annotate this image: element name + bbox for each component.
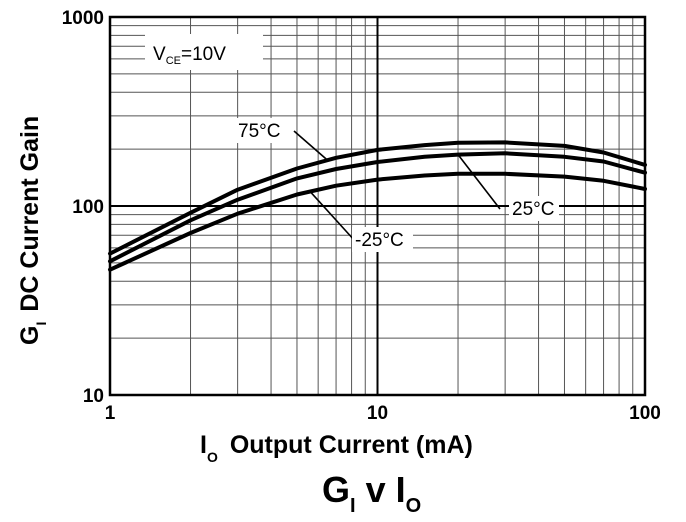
annotation-background xyxy=(235,118,285,143)
annotation-labels: 75°C 25°C -25°C xyxy=(235,118,559,252)
y-tick-label: 1000 xyxy=(62,8,104,29)
y-axis-subscript: I xyxy=(33,322,49,326)
condition-value: =10V xyxy=(181,44,226,65)
title-versus: v xyxy=(356,469,396,510)
title-symbol-g: G xyxy=(322,469,350,510)
x-tick-label: 100 xyxy=(629,403,661,424)
chart-title: GI v IO xyxy=(322,469,421,517)
x-tick-label: 1 xyxy=(105,403,116,424)
series-annotation-label: 75°C xyxy=(238,121,280,142)
series-lines xyxy=(108,140,647,272)
annotation-background xyxy=(509,196,559,221)
series-line xyxy=(108,140,647,256)
series-annotation-label: 25°C xyxy=(512,199,554,220)
condition-symbol: V xyxy=(153,44,166,65)
annotation-leader xyxy=(457,154,501,210)
annotation-background xyxy=(352,227,413,252)
series-line xyxy=(108,171,647,272)
y-tick-label: 10 xyxy=(83,386,104,407)
x-axis-text: Output Current (mA) xyxy=(230,431,473,459)
condition-subscript: CE xyxy=(166,55,181,67)
y-axis-text: DC Current Gain xyxy=(16,116,44,312)
svg-text:VCE=10V: VCE=10V xyxy=(153,44,226,67)
x-axis-subscript: O xyxy=(207,449,218,465)
annotation-leader xyxy=(293,130,328,161)
title-subscript-o: O xyxy=(406,495,422,517)
series-annotation-label: -25°C xyxy=(355,230,404,251)
y-axis-label: GI DC Current Gain xyxy=(16,116,49,345)
x-tick-label: 10 xyxy=(367,403,388,424)
series-line xyxy=(108,151,647,264)
y-tick-label: 100 xyxy=(72,197,104,218)
annotation-leader xyxy=(309,191,356,242)
condition-box: VCE=10V xyxy=(145,34,263,70)
y-axis-symbol: G xyxy=(16,326,44,345)
title-symbol-i: I xyxy=(396,469,406,510)
x-axis-symbol: I xyxy=(200,431,207,459)
x-axis-label: IO Output Current (mA) xyxy=(200,431,473,465)
plot-frame xyxy=(108,15,647,397)
annotation-leader-lines xyxy=(293,130,501,242)
title-subscript-i: I xyxy=(350,495,356,517)
